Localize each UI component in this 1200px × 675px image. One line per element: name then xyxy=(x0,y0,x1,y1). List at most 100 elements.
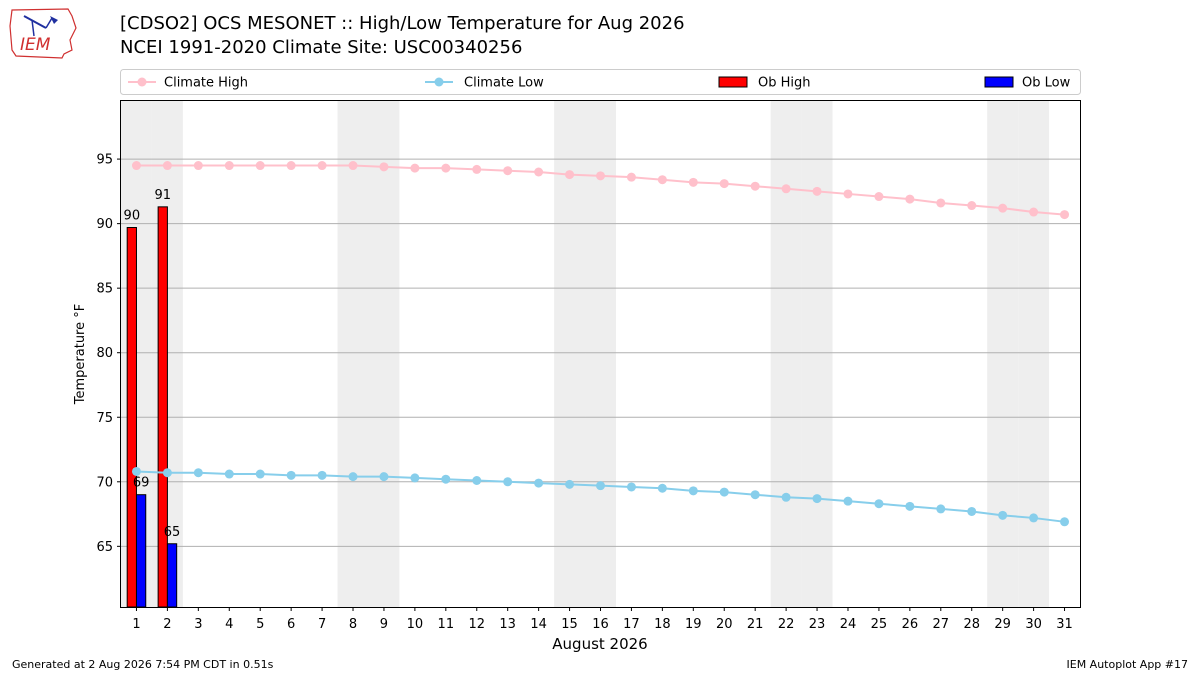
climate-high-point xyxy=(193,161,203,171)
x-tick-label: 2 xyxy=(163,617,171,632)
climate-low-point xyxy=(936,504,946,514)
climate-high-point xyxy=(317,161,327,171)
legend-ob-low-swatch xyxy=(984,76,1014,88)
x-tick-label: 16 xyxy=(592,617,609,632)
climate-low-point xyxy=(1060,517,1070,527)
x-tick-label: 30 xyxy=(1025,617,1042,632)
climate-low-point xyxy=(657,483,667,493)
logo-text: IEM xyxy=(20,35,51,55)
weekend-shade xyxy=(585,101,616,607)
climate-low-point xyxy=(162,468,172,478)
y-tick-label: 95 xyxy=(96,153,113,168)
x-tick-label: 29 xyxy=(994,617,1011,632)
weekend-shade xyxy=(368,101,400,607)
climate-high-point xyxy=(905,194,915,204)
climate-low-point xyxy=(317,470,327,480)
x-tick-label: 10 xyxy=(407,617,424,632)
climate-low-point xyxy=(193,468,203,478)
climate-low-point xyxy=(998,510,1008,520)
x-tick-label: 15 xyxy=(561,617,578,632)
x-tick-label: 19 xyxy=(685,617,702,632)
climate-high-point xyxy=(596,171,605,181)
climate-high-point xyxy=(1029,207,1039,217)
lines xyxy=(131,161,1070,527)
bar-labels: 90 91 69 65 xyxy=(124,188,181,540)
climate-high-point xyxy=(967,201,977,211)
x-tick-label: 23 xyxy=(809,617,826,632)
climate-low-point xyxy=(688,486,698,496)
bars xyxy=(126,206,178,608)
climate-low-point xyxy=(410,473,420,483)
climate-high-point xyxy=(472,164,482,174)
chart-title: [CDSO2] OCS MESONET :: High/Low Temperat… xyxy=(120,13,685,34)
climate-low-point xyxy=(565,479,575,489)
climate-low-point xyxy=(843,496,853,506)
x-tick-label: 26 xyxy=(902,617,919,632)
climate-high-point xyxy=(503,166,513,176)
climate-low-point xyxy=(719,487,729,497)
weekend-shade xyxy=(337,101,369,607)
climate-high-point xyxy=(843,189,853,199)
x-tick-label: 21 xyxy=(747,617,764,632)
ob-low-bar xyxy=(166,543,178,608)
footer-app: IEM Autoplot App #17 xyxy=(1066,658,1189,671)
legend-frame xyxy=(120,69,1081,95)
climate-low-point xyxy=(286,470,296,480)
climate-low-point xyxy=(596,481,605,491)
legend-ob-high-label: Ob High xyxy=(758,76,811,91)
ob-low-bar xyxy=(135,494,147,608)
y-tick-label: 85 xyxy=(96,282,113,297)
x-tick-label: 14 xyxy=(530,617,547,632)
x-tick-label: 9 xyxy=(380,617,388,632)
climate-high-point xyxy=(688,177,698,187)
climate-low-point xyxy=(224,469,234,479)
legend-climate-high-marker xyxy=(137,77,147,87)
x-tick-label: 22 xyxy=(778,617,795,632)
ob-high-bar xyxy=(126,227,137,608)
climate-low-point xyxy=(379,472,389,482)
legend-ob-low-label: Ob Low xyxy=(1022,76,1071,91)
y-tick-label: 65 xyxy=(96,540,113,555)
climate-high-point xyxy=(936,198,946,208)
x-tick-label: 17 xyxy=(623,617,640,632)
x-tick-label: 18 xyxy=(654,617,671,632)
weekend-shading xyxy=(121,101,1050,607)
climate-high-point xyxy=(657,175,667,185)
climate-low-point xyxy=(503,477,513,487)
x-tick-label: 1 xyxy=(132,617,140,632)
climate-high-point xyxy=(781,184,791,194)
climate-high-point xyxy=(750,181,760,191)
climate-high-point xyxy=(255,161,265,171)
climate-high-point xyxy=(812,186,822,196)
ob-high-label: 90 xyxy=(124,209,141,224)
legend: Climate High Climate Low Ob High Ob Low xyxy=(120,69,1081,95)
weekend-shade xyxy=(1018,101,1050,607)
climate-low-point xyxy=(472,476,482,485)
x-tick-label: 6 xyxy=(287,617,295,632)
y-gridlines xyxy=(121,158,1080,547)
climate-low-point xyxy=(781,492,791,502)
ob-low-label: 65 xyxy=(164,525,181,540)
weekend-shade xyxy=(987,101,1019,607)
x-tick-label: 28 xyxy=(963,617,980,632)
climate-low-point xyxy=(905,501,915,511)
climate-high-point xyxy=(410,163,420,173)
climate-low-point xyxy=(1029,513,1039,523)
climate-low-point xyxy=(131,466,141,476)
climate-high-point xyxy=(224,161,234,171)
x-tick-label: 11 xyxy=(438,617,455,632)
x-tick-label: 20 xyxy=(716,617,733,632)
climate-low-point xyxy=(626,482,636,492)
x-tick-label: 27 xyxy=(933,617,950,632)
y-tick-label: 90 xyxy=(96,217,113,232)
x-tick-label: 24 xyxy=(840,617,857,632)
climate-low-point xyxy=(874,499,884,509)
x-axis-label: August 2026 xyxy=(552,635,647,653)
legend-ob-high-swatch xyxy=(718,76,748,88)
climate-high-point xyxy=(1060,210,1070,220)
climate-low-point xyxy=(967,506,977,516)
y-tick-label: 75 xyxy=(96,411,113,426)
legend-climate-high-label: Climate High xyxy=(164,76,248,91)
